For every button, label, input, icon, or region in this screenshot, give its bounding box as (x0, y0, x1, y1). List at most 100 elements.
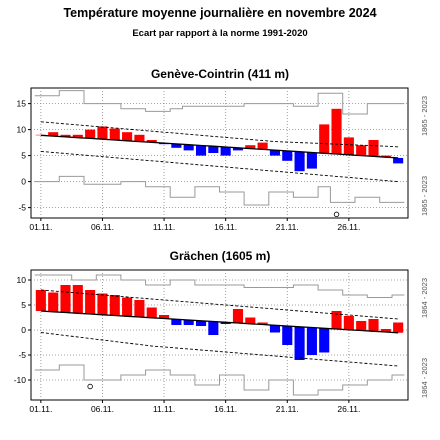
y-tick-label: -10 (14, 375, 27, 385)
side-label-top: 1864 - 2023 (420, 278, 429, 318)
station-title-grachen: Grächen (1605 m) (170, 249, 271, 263)
temperature-bar (269, 150, 280, 156)
temperature-bar (269, 325, 280, 333)
plot-frame (30, 269, 409, 401)
temperature-bar (306, 327, 317, 355)
record-min-line (34, 175, 405, 206)
x-tick-label: 16.11. (214, 222, 237, 232)
x-tick-label: 11.11. (153, 404, 175, 414)
temperature-bar (72, 134, 83, 138)
y-tick-label: 5 (21, 300, 26, 310)
temperature-bar (208, 146, 219, 153)
temperature-bar (85, 290, 96, 314)
temperature-bar (319, 328, 330, 353)
x-tick-label: 06.11. (91, 404, 114, 414)
geneve-panel: Genève-Cointrin (411 m) -5 0 5 10 15 01.11. 06… (17, 67, 429, 232)
temperature-bar (72, 285, 83, 314)
temperature-bar (48, 292, 59, 312)
temperature-bar (282, 150, 293, 161)
record-max-line (34, 90, 405, 115)
y-tick-label: 5 (21, 151, 26, 161)
record-min-line (34, 364, 405, 396)
temperature-bar (356, 321, 367, 331)
temperature-bar (60, 285, 71, 313)
grachen-panel: Grächen (1605 m) -10 -5 0 5 10 01.11. 06.11. 11… (14, 249, 429, 414)
temperature-bar (343, 137, 354, 155)
plot-frame (30, 87, 409, 219)
y-tick-label: 15 (17, 99, 27, 109)
temperature-bar (146, 140, 157, 143)
x-tick-label: 26.11. (337, 222, 360, 232)
station-title-geneve: Genève-Cointrin (411 m) (151, 67, 289, 81)
temperature-bar (232, 147, 244, 151)
temperature-bar (97, 293, 108, 315)
y-tick-label: 10 (17, 125, 27, 135)
y-tick-label: 0 (21, 325, 26, 335)
temperature-bar (319, 124, 330, 154)
temperature-bar (60, 134, 71, 137)
temperature-bar (294, 326, 305, 360)
temperature-bar (146, 307, 157, 318)
temperature-bar (306, 152, 317, 169)
temperature-bar (109, 128, 120, 140)
chart-title: Température moyenne journalière en novem… (63, 6, 376, 20)
temperature-bar (257, 322, 268, 325)
temperature-bar (35, 134, 46, 136)
temperature-bar (85, 129, 96, 139)
temperature-bar (393, 157, 404, 164)
chart-subtitle: Ecart par rapport à la norme 1991-2020 (132, 28, 307, 39)
side-label-top: 1865 - 2023 (420, 96, 429, 136)
x-tick-label: 16.11. (214, 404, 237, 414)
temperature-bar (159, 315, 170, 319)
y-tick-label: 0 (21, 177, 26, 187)
x-tick-label: 21.11. (276, 404, 299, 414)
y-tick-label: 10 (17, 275, 27, 285)
temperature-bar (343, 316, 354, 330)
temperature-bar (380, 329, 391, 332)
temperature-bar (331, 108, 342, 155)
record-max-line (34, 274, 405, 298)
temperature-bar (220, 147, 231, 156)
temperature-bar (368, 140, 379, 157)
temperature-bar (134, 134, 145, 142)
temperature-bar (393, 322, 404, 333)
temperature-bar (97, 126, 108, 140)
data-marker (87, 383, 93, 390)
temperature-bar (122, 297, 133, 317)
temperature-bar (356, 145, 367, 156)
temperature-bar (183, 320, 194, 325)
temperature-bar (245, 145, 256, 149)
temperature-bar (294, 151, 305, 172)
side-label-bottom: 1865 - 2023 (420, 176, 429, 216)
temperature-bar (35, 290, 46, 311)
temperature-bar (122, 132, 133, 141)
x-tick-label: 01.11. (29, 222, 52, 232)
temperature-bar (134, 300, 145, 317)
temperature-bar (245, 317, 256, 324)
temperature-bar (109, 295, 120, 316)
x-tick-label: 06.11. (91, 222, 114, 232)
data-marker (333, 211, 340, 218)
temperature-bar (380, 155, 391, 158)
x-tick-label: 26.11. (337, 404, 360, 414)
lower-band-line (40, 332, 399, 367)
norm-line (40, 134, 399, 159)
temperature-bar (171, 143, 182, 148)
x-tick-label: 21.11. (276, 222, 299, 232)
temperature-bar (282, 326, 293, 345)
temperature-bar (171, 319, 182, 325)
temperature-bar (232, 309, 244, 323)
temperature-bar (195, 145, 207, 156)
x-tick-label: 11.11. (153, 222, 175, 232)
side-label-bottom: 1864 - 2023 (420, 358, 429, 398)
temperature-bar (257, 142, 268, 150)
temperature-bar (183, 144, 194, 151)
temperature-bar (368, 319, 379, 332)
temperature-bar (195, 320, 207, 326)
temperature-bar (331, 311, 342, 329)
norm-line (40, 310, 399, 334)
x-tick-label: 01.11. (29, 404, 52, 414)
temperature-bar (208, 321, 219, 335)
y-tick-label: -5 (18, 350, 26, 360)
